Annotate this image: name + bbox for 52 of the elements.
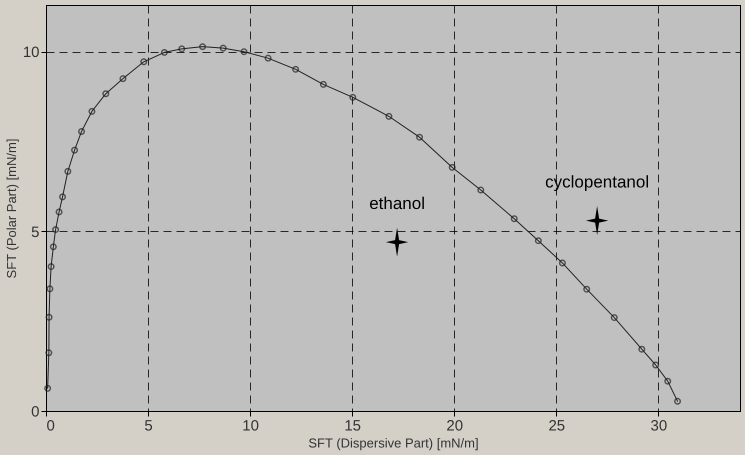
point	[586, 206, 608, 236]
point	[448, 164, 456, 171]
point	[52, 226, 60, 234]
point	[610, 314, 618, 322]
y-tick-label: 10	[22, 44, 40, 62]
point	[385, 112, 392, 120]
x-tick-label: 15	[344, 418, 362, 434]
point	[264, 54, 272, 62]
point	[558, 259, 566, 266]
point	[638, 346, 646, 353]
point	[220, 44, 227, 52]
point	[119, 75, 126, 82]
y-tick-label: 0	[31, 404, 40, 420]
point	[386, 228, 408, 257]
point	[78, 128, 86, 135]
point	[46, 314, 53, 321]
x-tick-label: 0	[46, 418, 55, 434]
point	[292, 66, 300, 73]
point	[652, 362, 660, 368]
point	[102, 90, 110, 98]
x-tick-label: 10	[242, 418, 259, 434]
annotation: ethanol	[369, 194, 425, 214]
point	[178, 45, 186, 52]
point	[71, 146, 78, 154]
point	[349, 94, 356, 101]
point	[45, 349, 52, 356]
point	[416, 134, 424, 141]
point	[477, 186, 484, 194]
x-tick-label: 5	[144, 418, 153, 434]
point	[64, 168, 72, 175]
y-tick-label: 5	[31, 224, 40, 241]
point	[664, 378, 672, 385]
point	[56, 208, 63, 216]
point	[320, 80, 327, 88]
point	[583, 286, 590, 293]
point	[199, 43, 206, 50]
point	[59, 193, 66, 200]
x-tick-label: 25	[548, 418, 566, 434]
point	[510, 215, 518, 222]
point	[46, 285, 54, 292]
point	[534, 237, 542, 244]
point	[140, 58, 148, 66]
point	[240, 48, 248, 56]
x-tick-label: 30	[650, 418, 668, 434]
annotation: cyclopentanol	[545, 172, 650, 192]
point	[50, 243, 57, 250]
point	[88, 108, 96, 115]
x-tick-label: 20	[446, 418, 464, 434]
y-axis-title: SFT (Polar Part) [mN/m]	[4, 138, 19, 278]
point	[160, 48, 168, 56]
x-axis-title: SFT (Dispersive Part) [mN/m]	[308, 436, 479, 450]
point	[48, 263, 55, 270]
